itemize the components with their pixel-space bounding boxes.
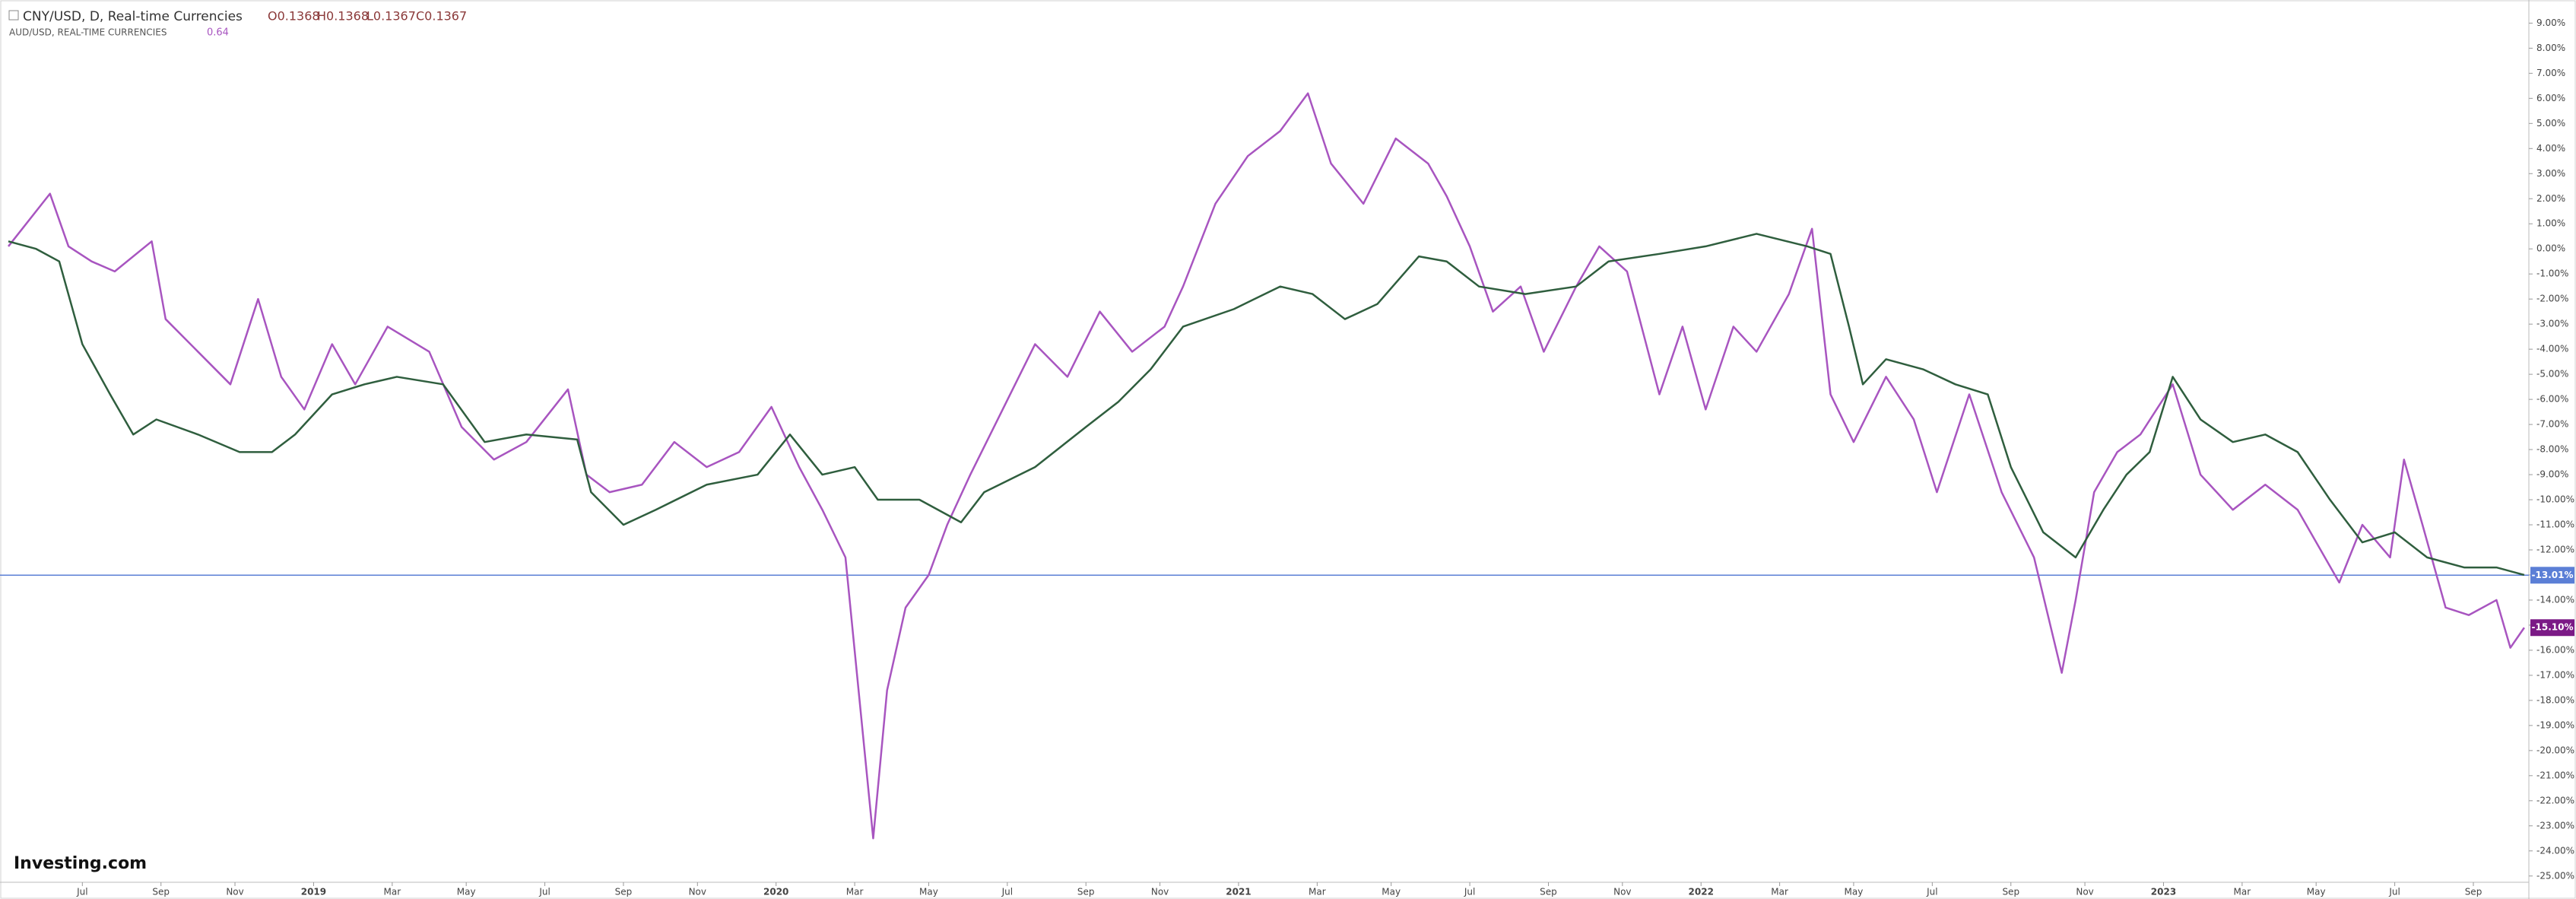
x-tick-label: Jul — [1464, 887, 1475, 897]
y-tick-label: -5.00% — [2536, 369, 2568, 380]
y-tick-label: -18.00% — [2536, 694, 2574, 705]
collapse-icon[interactable] — [8, 10, 19, 21]
x-tick-label: Sep — [2002, 887, 2019, 897]
series-line — [8, 233, 2525, 577]
y-tick-label: -7.00% — [2536, 419, 2568, 430]
x-tick-label: Mar — [1309, 887, 1326, 897]
y-tick-label: -21.00% — [2536, 770, 2574, 780]
x-tick-label: Nov — [1151, 887, 1169, 897]
y-tick-label: -24.00% — [2536, 845, 2574, 856]
x-tick-label: Mar — [2234, 887, 2251, 897]
y-tick-label: 8.00% — [2536, 43, 2565, 53]
x-tick-label: May — [457, 887, 476, 897]
y-tick-label: -20.00% — [2536, 745, 2574, 755]
x-tick-label: Jul — [1926, 887, 1937, 897]
ohlc-high: H0.1368 — [317, 9, 369, 24]
y-tick-label: -4.00% — [2536, 344, 2568, 354]
x-tick-label: 2021 — [1226, 887, 1251, 897]
y-tick-label: -3.00% — [2536, 319, 2568, 329]
x-tick-label: Jul — [2388, 887, 2400, 897]
y-tick-label: 5.00% — [2536, 118, 2565, 129]
x-tick-label: Nov — [226, 887, 243, 897]
y-tick-label: 0.00% — [2536, 243, 2565, 254]
x-tick-label: Mar — [1771, 887, 1788, 897]
y-tick-label: 1.00% — [2536, 218, 2565, 229]
price-label: -13.01% — [2532, 570, 2574, 580]
y-tick-label: -22.00% — [2536, 795, 2574, 805]
y-tick-label: -23.00% — [2536, 820, 2574, 831]
ohlc-close: C0.1367 — [416, 9, 467, 24]
y-tick-label: -1.00% — [2536, 268, 2568, 279]
price-label-box — [2530, 567, 2574, 584]
logo: Investing.com — [14, 854, 147, 873]
x-tick-label: Sep — [1077, 887, 1095, 897]
y-tick-label: 3.00% — [2536, 168, 2565, 179]
y-tick-label: -2.00% — [2536, 294, 2568, 304]
x-tick-label: 2023 — [2151, 887, 2176, 897]
price-label: -15.10% — [2532, 622, 2574, 633]
x-tick-label: May — [1845, 887, 1864, 897]
y-tick-label: -25.00% — [2536, 870, 2574, 881]
y-tick-label: -14.00% — [2536, 594, 2574, 605]
x-tick-label: Mar — [846, 887, 864, 897]
x-tick-label: May — [1382, 887, 1401, 897]
y-tick-label: -11.00% — [2536, 519, 2574, 530]
x-tick-label: Sep — [2465, 887, 2482, 897]
x-tick-label: Sep — [615, 887, 633, 897]
x-tick-label: May — [919, 887, 938, 897]
series-1-last: 0.64 — [207, 27, 229, 39]
x-tick-label: 2019 — [301, 887, 326, 897]
x-tick-label: Nov — [2076, 887, 2093, 897]
x-tick-label: 2020 — [763, 887, 788, 897]
y-tick-label: -12.00% — [2536, 544, 2574, 554]
x-tick-label: Jul — [76, 887, 87, 897]
y-tick-label: -16.00% — [2536, 644, 2574, 655]
x-tick-label: Mar — [384, 887, 401, 897]
x-tick-label: Sep — [1540, 887, 1557, 897]
y-tick-label: 9.00% — [2536, 17, 2565, 28]
x-tick-label: Jul — [538, 887, 550, 897]
y-tick-label: -10.00% — [2536, 494, 2574, 505]
y-tick-label: -19.00% — [2536, 720, 2574, 730]
y-tick-label: -8.00% — [2536, 444, 2568, 455]
y-tick-label: 4.00% — [2536, 143, 2565, 154]
y-tick-label: 6.00% — [2536, 93, 2565, 103]
y-tick-label: 2.00% — [2536, 193, 2565, 204]
y-tick-label: 7.00% — [2536, 68, 2565, 78]
x-tick-label: May — [2307, 887, 2326, 897]
x-tick-label: Sep — [152, 887, 170, 897]
y-tick-label: -17.00% — [2536, 669, 2574, 680]
series-line — [8, 92, 2525, 840]
x-tick-label: Nov — [1613, 887, 1631, 897]
x-tick-label: 2022 — [1689, 887, 1714, 897]
x-tick-label: Jul — [1001, 887, 1013, 897]
ohlc-low: L0.1367 — [366, 9, 416, 24]
y-tick-label: -6.00% — [2536, 394, 2568, 405]
ohlc-open: O0.1368 — [268, 9, 320, 24]
y-tick-label: -9.00% — [2536, 469, 2568, 480]
series-0-legend: CNY/USD, D, Real-time Currencies — [23, 9, 243, 24]
price-label-box — [2530, 619, 2574, 637]
x-tick-label: Nov — [689, 887, 706, 897]
series-1-legend: AUD/USD, REAL-TIME CURRENCIES — [9, 27, 167, 38]
